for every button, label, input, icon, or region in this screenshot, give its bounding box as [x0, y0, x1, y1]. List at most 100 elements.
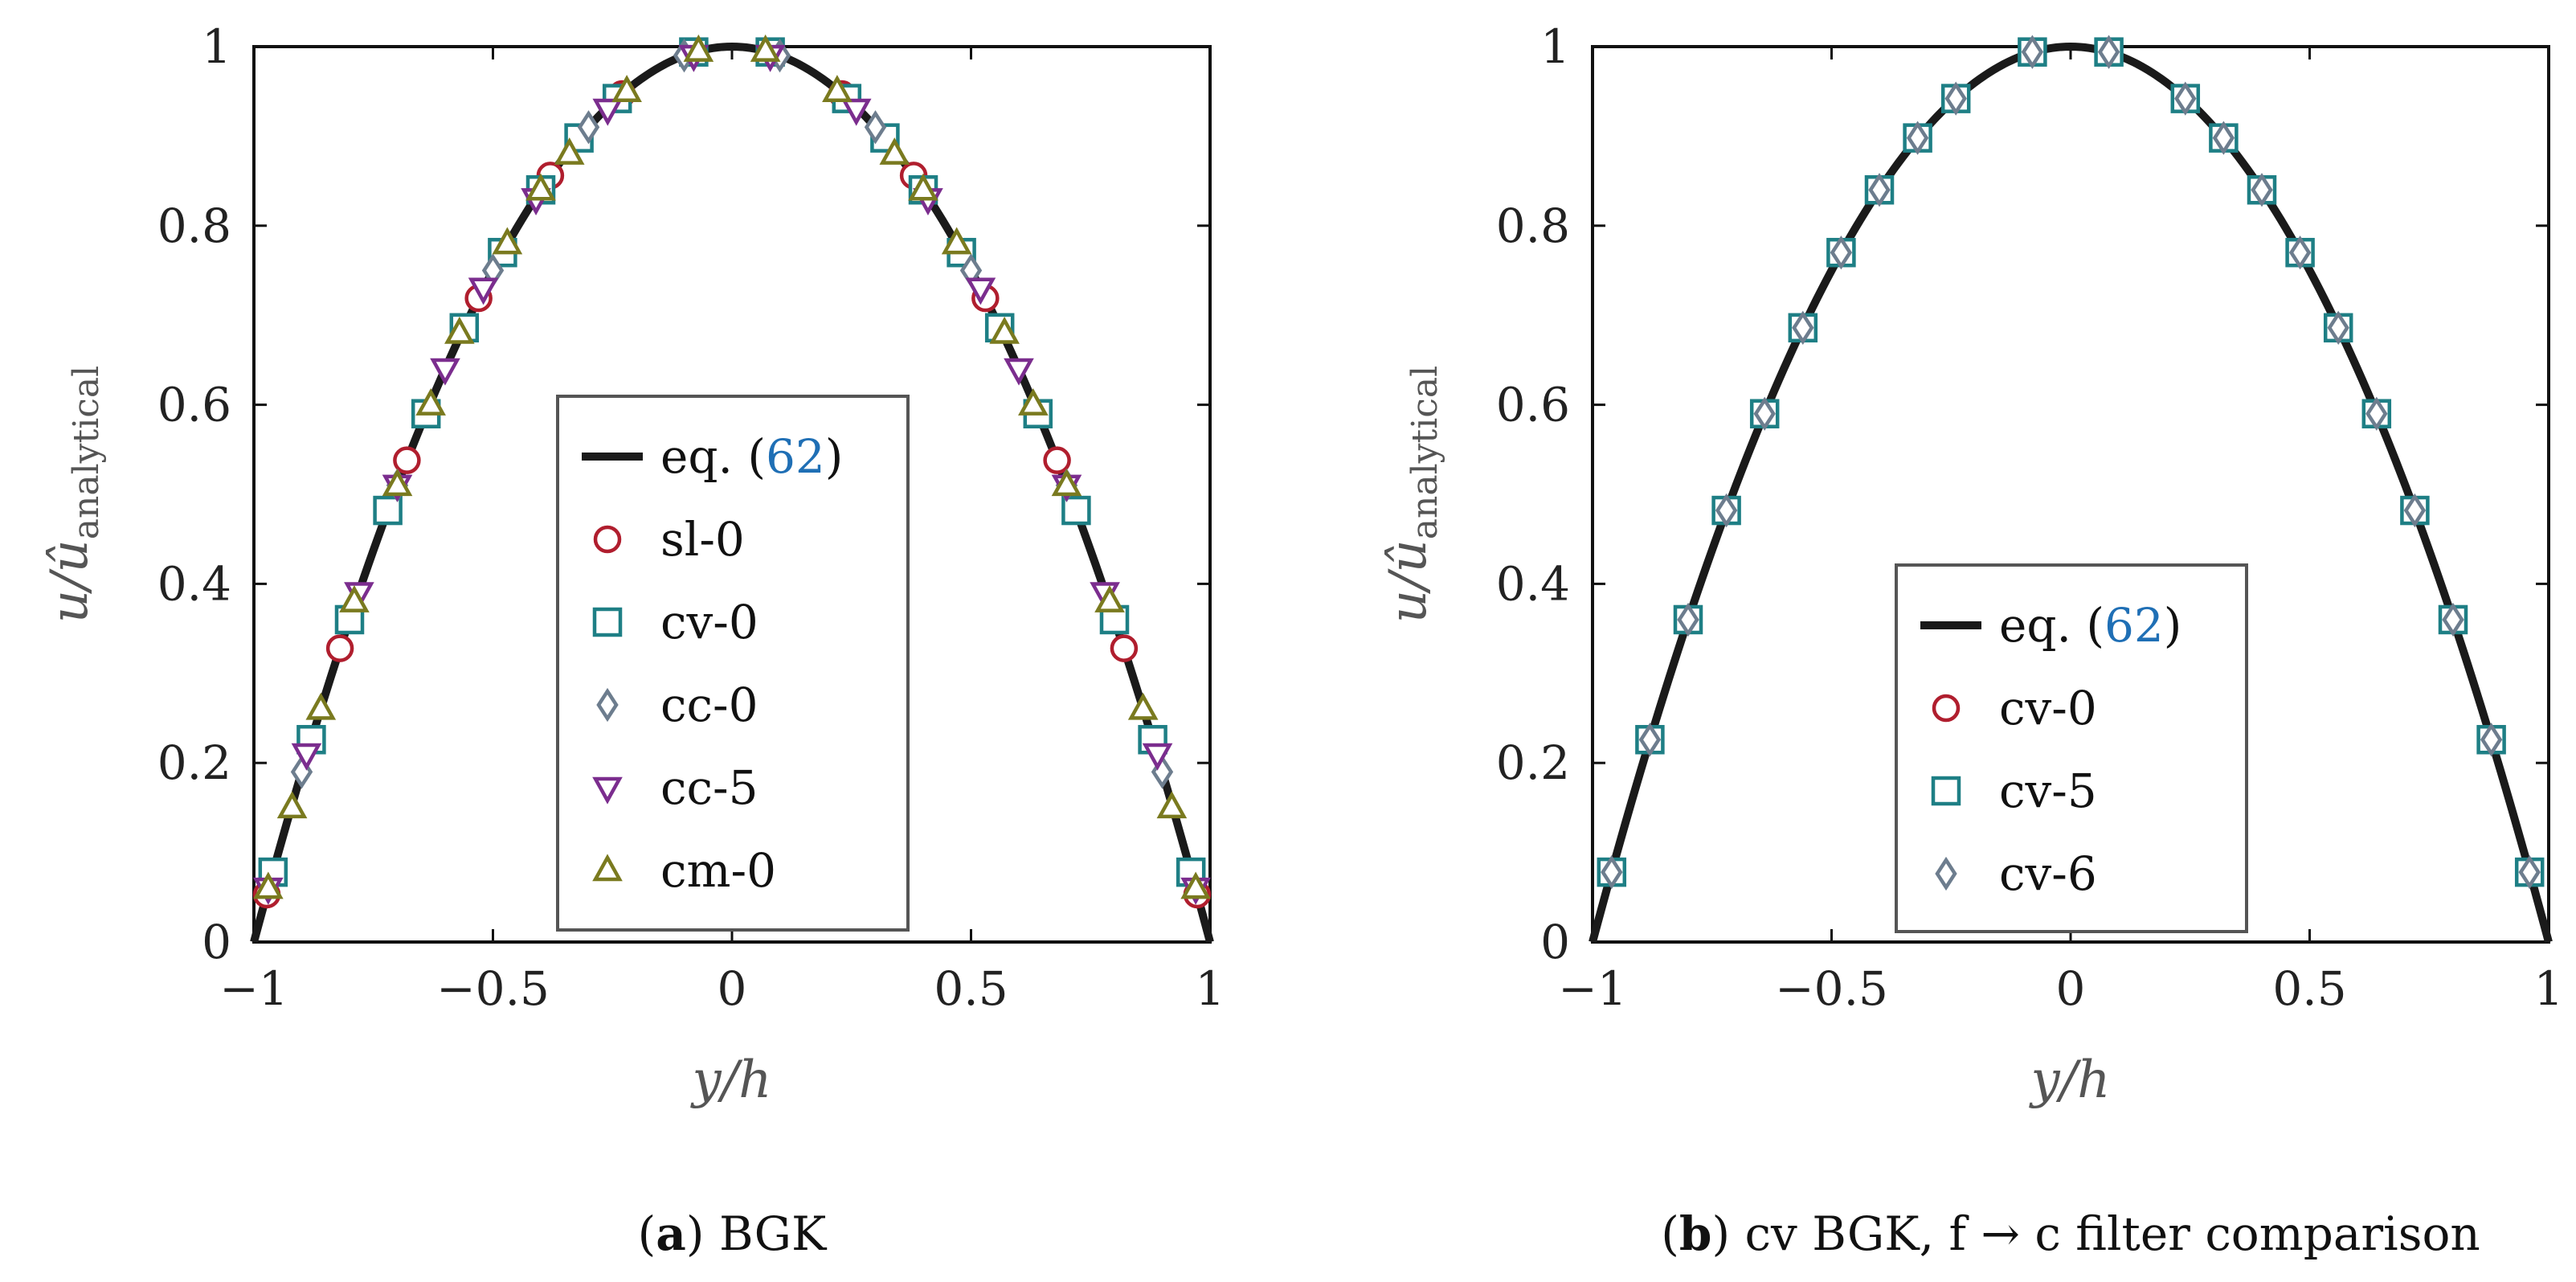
data-point-cm-0	[554, 137, 585, 165]
data-point-cm-0	[1018, 387, 1049, 416]
data-point-cm-0	[611, 75, 642, 102]
series-line-eq62	[250, 42, 1214, 944]
legend-label-cc-5: cc-5	[660, 760, 758, 815]
x-axis-label: y/h	[690, 1051, 772, 1110]
data-point-cv-0	[1061, 495, 1091, 526]
data-point-cv-6	[2174, 81, 2197, 116]
y-tick-label: 0.8	[1496, 199, 1570, 253]
data-point-cv-6	[1792, 310, 1814, 345]
data-point-cm-0	[253, 871, 284, 899]
data-point-cv-0	[373, 495, 403, 526]
data-point-cv-6	[2021, 35, 2044, 69]
data-point-cm-0	[941, 227, 972, 255]
subcaption-a: (a) BGK	[638, 1206, 828, 1261]
x-tick-label: −1	[219, 961, 288, 1016]
legend-marker-cv-0	[592, 607, 623, 637]
legend-label-cv-0: cv-0	[1999, 681, 2097, 735]
series-cv-6	[1601, 35, 2541, 890]
data-point-cv-6	[1868, 173, 1891, 207]
data-point-sl-0	[1043, 446, 1071, 474]
x-tick-label: 0.5	[2272, 961, 2346, 1016]
data-point-cm-0	[1180, 871, 1211, 899]
x-tick-label: 0	[718, 961, 747, 1016]
data-point-cv-6	[1944, 81, 1967, 116]
legend-box	[556, 395, 910, 932]
data-point-cv-6	[1753, 396, 1776, 431]
legend-label-cv-6: cv-6	[1999, 846, 2097, 901]
data-point-cm-0	[750, 34, 781, 62]
y-tick-label: 0.4	[157, 556, 231, 611]
data-point-cc-5	[291, 743, 322, 771]
x-tick-label: −1	[1558, 961, 1627, 1016]
legend-marker-cv-6	[1935, 856, 1957, 891]
data-point-cv-6	[2288, 236, 2312, 270]
data-point-cv-6	[2327, 310, 2349, 345]
x-tick-label: −0.5	[1775, 961, 1888, 1016]
y-tick-label: 0.4	[1496, 556, 1570, 611]
data-point-cc-5	[430, 358, 460, 386]
y-tick-label: 1	[1540, 19, 1570, 74]
data-point-cm-0	[444, 316, 475, 344]
data-point-cc-5	[1142, 743, 1173, 771]
x-tick-label: 1	[2534, 961, 2564, 1016]
legend-label-sl-0: sl-0	[660, 512, 745, 567]
chart-panel-b: −1 −0.5 0 0.5 1 0 0.2 0.4 0.6 0.8 1 eq. (62) cv-0 cv-…	[1379, 19, 2563, 1261]
data-point-cm-0	[382, 469, 413, 497]
legend-label-cv-0: cv-0	[660, 595, 758, 649]
data-point-cv-6	[1677, 602, 1699, 637]
data-point-cm-0	[989, 316, 1020, 344]
data-point-cm-0	[908, 173, 938, 201]
data-point-cv-6	[2097, 35, 2120, 69]
data-point-cm-0	[1094, 585, 1125, 612]
data-point-cv-6	[2403, 493, 2427, 528]
data-point-cv-6	[1715, 493, 1738, 528]
legend-label-eq62: eq. (62)	[660, 429, 843, 484]
legend: eq. (62) sl-0 cv-0 cc-0 cc-5 cm-0	[556, 395, 910, 932]
data-point-cc-5	[592, 98, 624, 126]
legend-label-eq62: eq. (62)	[1999, 598, 2181, 653]
data-point-cm-0	[276, 791, 308, 819]
data-point-cm-0	[1127, 692, 1159, 720]
data-point-cm-0	[822, 75, 853, 102]
data-point-sl-0	[393, 446, 421, 474]
y-tick-label: 0.8	[157, 199, 231, 253]
y-tick-label: 0.6	[1496, 378, 1570, 432]
chart-panel-a: −1 −0.5 0 0.5 1 0 0.2 0.4 0.6 0.8 1 eq. (62) sl-0 cv-…	[40, 19, 1225, 1261]
data-point-cm-0	[1051, 469, 1082, 497]
series-line-eq62	[1589, 42, 2553, 944]
data-point-cm-0	[1156, 791, 1188, 819]
legend-marker-cc-5	[592, 776, 623, 805]
legend-label-cm-0: cm-0	[660, 843, 776, 898]
x-tick-label: 1	[1196, 961, 1225, 1016]
series-cm-0	[253, 34, 1211, 899]
data-point-cv-6	[1638, 723, 1662, 757]
data-point-cc-5	[840, 98, 872, 126]
y-axis-label: u/ûanalytical	[40, 366, 107, 623]
data-point-sl-0	[1110, 634, 1139, 662]
x-tick-label: 0	[2056, 961, 2086, 1016]
x-tick-label: −0.5	[436, 961, 550, 1016]
data-point-cv-6	[2442, 602, 2464, 637]
x-axis-label: y/h	[2029, 1051, 2111, 1110]
y-tick-label: 0	[1540, 915, 1570, 969]
data-point-cc-5	[468, 277, 499, 305]
legend: eq. (62) cv-0 cv-5 cv-6	[1895, 563, 2248, 933]
legend-label-cv-5: cv-5	[1999, 764, 2097, 818]
subcaption-b: (b) cv BGK, f → c filter comparison	[1661, 1206, 2480, 1261]
x-tick-label: 0.5	[934, 961, 1008, 1016]
data-point-cc-5	[965, 277, 996, 305]
data-point-cv-6	[1830, 236, 1853, 270]
y-tick-label: 0.2	[1496, 735, 1570, 790]
data-point-cv-6	[2251, 173, 2273, 207]
data-point-cc-0	[577, 110, 600, 145]
y-tick-label: 0.2	[157, 735, 231, 790]
data-point-cv-6	[2365, 396, 2388, 431]
data-point-cv-6	[2480, 723, 2503, 757]
legend-marker-cv-0	[1932, 694, 1961, 723]
data-point-cc-0	[864, 110, 887, 145]
data-point-cm-0	[525, 173, 556, 201]
y-axis-label: u/ûanalytical	[1379, 366, 1445, 623]
data-point-sl-0	[325, 634, 354, 662]
legend-label-cc-0: cc-0	[660, 678, 758, 732]
